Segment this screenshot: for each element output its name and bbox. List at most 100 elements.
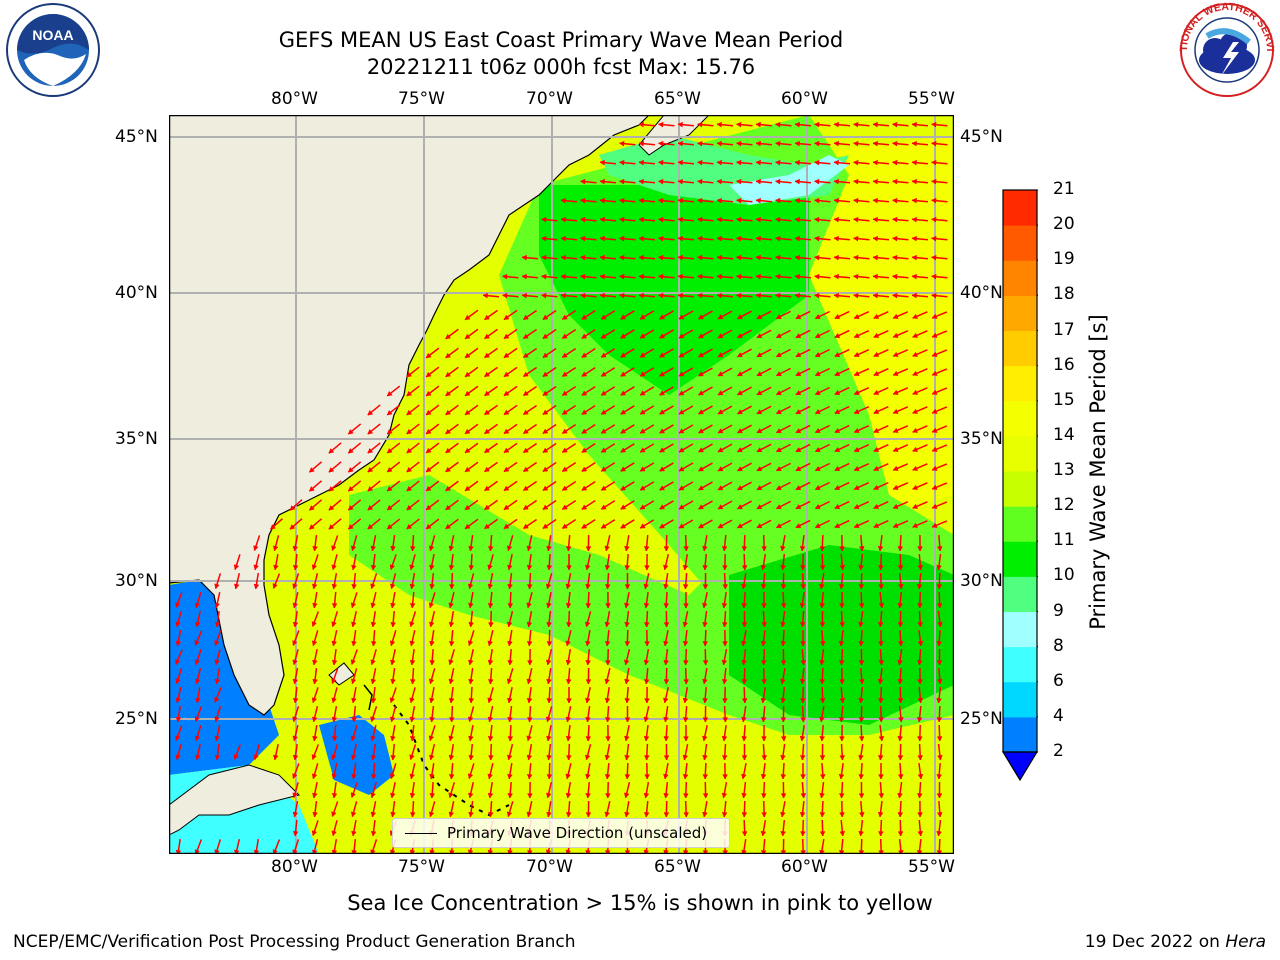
wave-direction-arrowhead <box>233 583 240 590</box>
wave-direction-arrowhead <box>331 564 337 571</box>
wave-direction-arrowhead <box>312 735 318 742</box>
wave-direction-arrowhead <box>834 408 841 414</box>
wave-direction-arrowhead <box>800 831 806 837</box>
wave-direction-arrowhead <box>897 603 903 609</box>
wave-direction-arrowhead <box>312 678 318 685</box>
wave-direction-arrowhead <box>698 390 704 396</box>
wave-direction-arrowhead <box>736 523 743 529</box>
wave-direction-arrowhead <box>892 427 899 433</box>
wave-direction-arrowhead <box>795 370 802 377</box>
wave-direction-arrowhead <box>897 792 903 799</box>
wave-direction-arrowhead <box>775 197 781 204</box>
wave-direction-arrowhead <box>643 735 650 742</box>
wave-direction-arrowhead <box>698 352 704 358</box>
wave-direction-arrowhead <box>468 792 474 799</box>
wave-direction-arrowhead <box>834 465 841 471</box>
wave-direction-arrowhead <box>795 427 802 434</box>
sea-ice-note: Sea Ice Concentration > 15% is shown in … <box>0 891 1280 915</box>
colorbar-segment <box>1003 576 1037 612</box>
wave-direction-arrowhead <box>526 641 533 647</box>
wave-direction-arrowhead <box>565 812 572 818</box>
wave-direction-arrowhead <box>716 273 722 280</box>
wave-direction-arrowhead <box>619 292 625 299</box>
wave-direction-arrowhead <box>853 332 860 338</box>
wave-direction-arrowhead <box>775 235 781 242</box>
wave-direction-arrowhead <box>561 447 568 453</box>
wave-direction-arrowhead <box>736 140 742 147</box>
wave-direction-arrowhead <box>819 716 825 723</box>
wave-direction-arrowhead <box>736 447 743 453</box>
wave-direction-arrowhead <box>445 466 451 473</box>
wave-direction-arrowhead <box>897 641 904 647</box>
wave-direction-arrowhead <box>367 523 374 530</box>
wave-direction-arrowhead <box>425 352 432 359</box>
wave-direction-arrowhead <box>911 254 917 261</box>
wave-direction-arrowhead <box>600 466 607 472</box>
wave-direction-arrowhead <box>580 197 586 204</box>
wave-direction-arrowhead <box>741 565 748 571</box>
wave-direction-arrowhead <box>702 660 709 666</box>
wave-direction-arrowhead <box>839 679 845 685</box>
wave-direction-arrowhead <box>624 584 631 590</box>
wave-direction-arrowhead <box>507 697 513 704</box>
wave-direction-arrowhead <box>468 678 474 685</box>
wave-direction-arrowhead <box>755 273 761 280</box>
wave-direction-arrowhead <box>194 639 200 646</box>
wave-direction-arrowhead <box>522 447 529 453</box>
wave-direction-arrowhead <box>347 466 354 473</box>
wave-direction-arrowhead <box>682 564 689 571</box>
wave-direction-arrowhead <box>639 523 646 529</box>
wave-direction-arrowhead <box>756 523 763 529</box>
wave-direction-arrowhead <box>780 660 787 666</box>
wave-direction-arrowhead <box>309 524 315 530</box>
wave-direction-arrowhead <box>194 716 200 722</box>
wave-direction-arrowhead <box>580 254 586 261</box>
wave-direction-arrowhead <box>702 678 708 685</box>
wave-direction-arrowhead <box>858 546 865 552</box>
wave-direction-arrowhead <box>370 792 376 799</box>
wave-direction-arrowhead <box>677 273 683 280</box>
wave-direction-arrowhead <box>800 660 807 666</box>
wave-direction-arrowhead <box>697 178 703 185</box>
wave-direction-arrowhead <box>311 697 318 704</box>
wave-direction-arrowhead <box>683 660 689 666</box>
wave-direction-arrowhead <box>659 447 666 453</box>
wave-direction-arrowhead <box>897 622 904 628</box>
wave-direction-arrowhead <box>351 773 357 780</box>
wave-direction-arrowhead <box>736 314 743 320</box>
wave-direction-arrowhead <box>545 792 552 799</box>
wave-direction-arrowhead <box>775 352 782 358</box>
wave-direction-arrowhead <box>833 121 839 128</box>
wave-direction-arrowhead <box>678 409 685 415</box>
wave-direction-arrowhead <box>755 178 761 185</box>
wave-direction-arrowhead <box>702 735 708 742</box>
lon-label-top: 55°W <box>908 89 955 109</box>
wave-direction-arrowhead <box>428 678 435 685</box>
wave-direction-arrowhead <box>931 370 938 376</box>
wave-direction-arrowhead <box>545 716 552 723</box>
wave-direction-arrowhead <box>760 697 767 704</box>
wave-direction-arrowhead <box>775 159 781 166</box>
wave-direction-arrowhead <box>292 698 299 704</box>
wave-direction-arrowhead <box>912 522 919 528</box>
wave-direction-arrowhead <box>819 583 825 590</box>
wave-direction-arrowhead <box>702 584 709 590</box>
wave-direction-arrowhead <box>755 197 761 204</box>
wave-direction-arrowhead <box>428 621 435 628</box>
wave-direction-arrowhead <box>819 546 826 552</box>
wave-direction-arrowhead <box>194 659 201 666</box>
wave-direction-arrowhead <box>643 812 650 818</box>
wave-direction-arrowhead <box>682 697 689 704</box>
wave-direction-arrowhead <box>917 546 923 552</box>
colorbar-tick-label: 2 <box>1053 741 1064 761</box>
wave-direction-arrowhead <box>697 254 703 261</box>
wave-direction-arrowhead <box>389 564 396 571</box>
wave-direction-arrowhead <box>561 409 568 415</box>
wave-direction-arrowhead <box>425 523 432 530</box>
north-america-land <box>169 115 650 716</box>
wave-direction-arrowhead <box>839 698 846 704</box>
wave-direction-arrowhead <box>604 678 610 685</box>
wave-direction-arrowhead <box>367 428 374 435</box>
wave-direction-arrowhead <box>542 466 549 472</box>
wave-direction-arrowhead <box>526 621 533 628</box>
